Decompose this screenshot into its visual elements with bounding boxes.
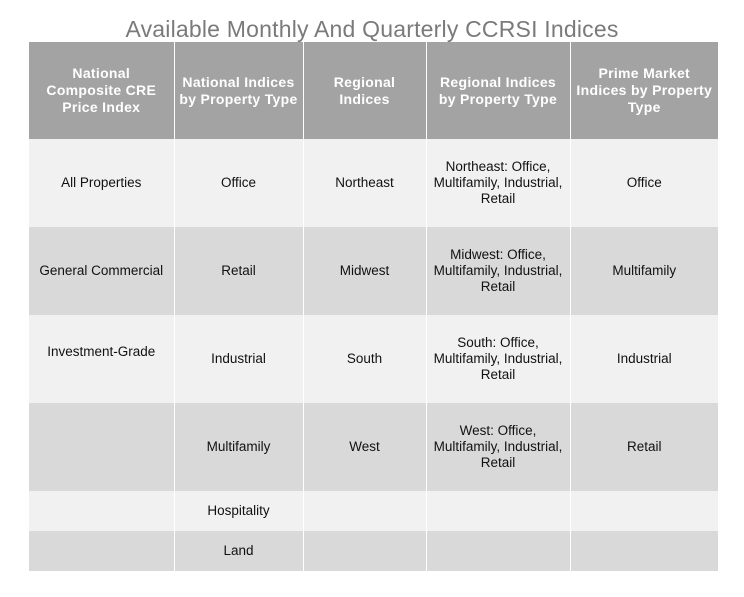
table-cell: Office [174,139,304,227]
table-cell: West: Office, Multifamily, Industrial, R… [426,403,571,491]
page-title: Available Monthly And Quarterly CCRSI In… [125,16,619,42]
table-cell [29,491,175,531]
table-cell [29,403,175,491]
column-header-prime-market: Prime Market Indices by Property Type [570,42,718,139]
table-cell: Industrial [174,315,304,403]
table-cell: Midwest: Office, Multifamily, Industrial… [426,227,571,315]
table-row: Land [29,531,718,571]
table-cell: Hospitality [174,491,304,531]
table-cell [426,491,571,531]
table-cell: South: Office, Multifamily, Industrial, … [426,315,571,403]
table-header-row: National Composite CRE Price Index Natio… [29,42,718,139]
table-row: Multifamily West West: Office, Multifami… [29,403,718,491]
table-cell: Retail [570,403,718,491]
table-cell [570,491,718,531]
table-row: General Commercial Retail Midwest Midwes… [29,227,718,315]
table-cell: General Commercial [29,227,175,315]
table-cell: Multifamily [174,403,304,491]
table-row: Hospitality [29,491,718,531]
table-cell [570,531,718,571]
table-cell: Midwest [303,227,427,315]
indices-table: National Composite CRE Price Index Natio… [29,42,718,571]
table-cell: Northeast [303,139,427,227]
table-cell: Land [174,531,304,571]
table-cell: Industrial [570,315,718,403]
table-cell: Investment-Grade [29,315,175,403]
column-header-national-by-type: National Indices by Property Type [174,42,304,139]
table-row: All Properties Office Northeast Northeas… [29,139,718,227]
column-header-regional-by-type: Regional Indices by Property Type [426,42,571,139]
column-header-national-composite: National Composite CRE Price Index [29,42,175,139]
table-cell [29,531,175,571]
table-cell: West [303,403,427,491]
table-cell [426,531,571,571]
table-cell: Office [570,139,718,227]
table-cell: South [303,315,427,403]
table-row: Investment-Grade Industrial South South:… [29,315,718,403]
table-cell [303,491,427,531]
table-cell [303,531,427,571]
table-cell: All Properties [29,139,175,227]
table-cell: Multifamily [570,227,718,315]
table-cell: Northeast: Office, Multifamily, Industri… [426,139,571,227]
column-header-regional: Regional Indices [303,42,427,139]
table-cell: Retail [174,227,304,315]
